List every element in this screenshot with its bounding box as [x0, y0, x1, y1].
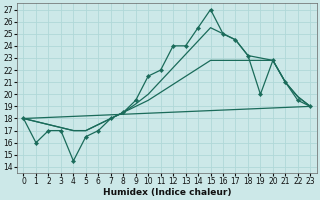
X-axis label: Humidex (Indice chaleur): Humidex (Indice chaleur): [103, 188, 231, 197]
